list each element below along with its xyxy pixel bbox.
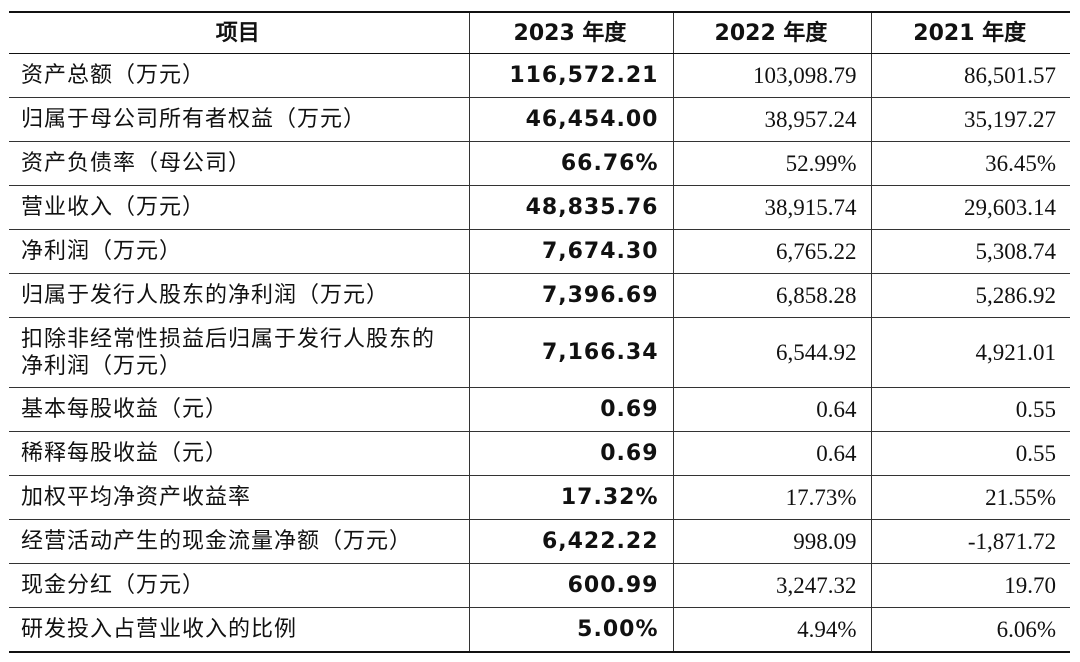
row-label: 现金分红（万元） bbox=[9, 563, 470, 608]
value-2023: 46,454.00 bbox=[468, 97, 674, 142]
table-row: 净利润（万元） 7,674.30 6,765.22 5,308.74 bbox=[9, 229, 1070, 274]
value-2021: 6.06% bbox=[870, 607, 1070, 652]
value-2023: 7,674.30 bbox=[468, 229, 674, 274]
value-2023: 0.69 bbox=[468, 387, 674, 432]
value-2022: 6,544.92 bbox=[672, 317, 872, 388]
header-row: 项目 2023 年度 2022 年度 2021 年度 bbox=[9, 11, 1070, 54]
value-2021: 35,197.27 bbox=[870, 97, 1070, 142]
value-2023: 6,422.22 bbox=[468, 519, 674, 564]
row-label: 归属于母公司所有者权益（万元） bbox=[9, 97, 470, 142]
table-row: 资产负债率（母公司） 66.76% 52.99% 36.45% bbox=[9, 141, 1070, 186]
value-2021: 5,308.74 bbox=[870, 229, 1070, 274]
header-year-2022: 2022 年度 bbox=[672, 11, 872, 54]
table-row: 现金分红（万元） 600.99 3,247.32 19.70 bbox=[9, 563, 1070, 608]
row-label: 扣除非经常性损益后归属于发行人股东的净利润（万元） bbox=[9, 317, 470, 388]
table-header: 项目 2023 年度 2022 年度 2021 年度 bbox=[9, 11, 1070, 54]
value-2021: 4,921.01 bbox=[870, 317, 1070, 388]
value-2021: 29,603.14 bbox=[870, 185, 1070, 230]
table-row: 归属于发行人股东的净利润（万元） 7,396.69 6,858.28 5,286… bbox=[9, 273, 1070, 318]
value-2022: 998.09 bbox=[672, 519, 872, 564]
row-label: 加权平均净资产收益率 bbox=[9, 475, 470, 520]
row-label: 研发投入占营业收入的比例 bbox=[9, 607, 470, 652]
value-2023: 48,835.76 bbox=[468, 185, 674, 230]
header-year-2023: 2023 年度 bbox=[468, 11, 674, 54]
value-2022: 6,858.28 bbox=[672, 273, 872, 318]
value-2023: 116,572.21 bbox=[468, 53, 674, 98]
value-2022: 52.99% bbox=[672, 141, 872, 186]
table-row: 扣除非经常性损益后归属于发行人股东的净利润（万元） 7,166.34 6,544… bbox=[9, 317, 1070, 388]
value-2021: 21.55% bbox=[870, 475, 1070, 520]
header-item: 项目 bbox=[9, 11, 470, 54]
row-label: 资产总额（万元） bbox=[9, 53, 470, 98]
value-2023: 600.99 bbox=[468, 563, 674, 608]
row-label: 营业收入（万元） bbox=[9, 185, 470, 230]
value-2022: 38,915.74 bbox=[672, 185, 872, 230]
table-row: 加权平均净资产收益率 17.32% 17.73% 21.55% bbox=[9, 475, 1070, 520]
value-2021: 0.55 bbox=[870, 431, 1070, 476]
value-2021: 19.70 bbox=[870, 563, 1070, 608]
table-row: 营业收入（万元） 48,835.76 38,915.74 29,603.14 bbox=[9, 185, 1070, 230]
row-label: 资产负债率（母公司） bbox=[9, 141, 470, 186]
value-2021: 5,286.92 bbox=[870, 273, 1070, 318]
row-label: 经营活动产生的现金流量净额（万元） bbox=[9, 519, 470, 564]
financial-summary-table-wrapper: 项目 2023 年度 2022 年度 2021 年度 资产总额（万元） 116,… bbox=[9, 11, 1070, 653]
value-2023: 0.69 bbox=[468, 431, 674, 476]
row-label: 稀释每股收益（元） bbox=[9, 431, 470, 476]
value-2022: 38,957.24 bbox=[672, 97, 872, 142]
value-2022: 4.94% bbox=[672, 607, 872, 652]
value-2021: 0.55 bbox=[870, 387, 1070, 432]
value-2023: 7,396.69 bbox=[468, 273, 674, 318]
table-row: 稀释每股收益（元） 0.69 0.64 0.55 bbox=[9, 431, 1070, 476]
value-2023: 17.32% bbox=[468, 475, 674, 520]
value-2021: -1,871.72 bbox=[870, 519, 1070, 564]
table-row: 研发投入占营业收入的比例 5.00% 4.94% 6.06% bbox=[9, 607, 1070, 652]
value-2022: 17.73% bbox=[672, 475, 872, 520]
value-2021: 86,501.57 bbox=[870, 53, 1070, 98]
value-2022: 0.64 bbox=[672, 431, 872, 476]
table-body: 资产总额（万元） 116,572.21 103,098.79 86,501.57… bbox=[9, 53, 1070, 652]
row-label: 净利润（万元） bbox=[9, 229, 470, 274]
table-row: 资产总额（万元） 116,572.21 103,098.79 86,501.57 bbox=[9, 53, 1070, 98]
value-2023: 5.00% bbox=[468, 607, 674, 652]
row-label: 基本每股收益（元） bbox=[9, 387, 470, 432]
header-year-2021: 2021 年度 bbox=[870, 11, 1070, 54]
value-2022: 103,098.79 bbox=[672, 53, 872, 98]
table-row: 归属于母公司所有者权益（万元） 46,454.00 38,957.24 35,1… bbox=[9, 97, 1070, 142]
financial-summary-table: 项目 2023 年度 2022 年度 2021 年度 资产总额（万元） 116,… bbox=[9, 11, 1070, 653]
value-2022: 0.64 bbox=[672, 387, 872, 432]
value-2022: 3,247.32 bbox=[672, 563, 872, 608]
value-2023: 7,166.34 bbox=[468, 317, 674, 388]
value-2021: 36.45% bbox=[870, 141, 1070, 186]
table-row: 基本每股收益（元） 0.69 0.64 0.55 bbox=[9, 387, 1070, 432]
table-row: 经营活动产生的现金流量净额（万元） 6,422.22 998.09 -1,871… bbox=[9, 519, 1070, 564]
value-2022: 6,765.22 bbox=[672, 229, 872, 274]
row-label: 归属于发行人股东的净利润（万元） bbox=[9, 273, 470, 318]
value-2023: 66.76% bbox=[468, 141, 674, 186]
